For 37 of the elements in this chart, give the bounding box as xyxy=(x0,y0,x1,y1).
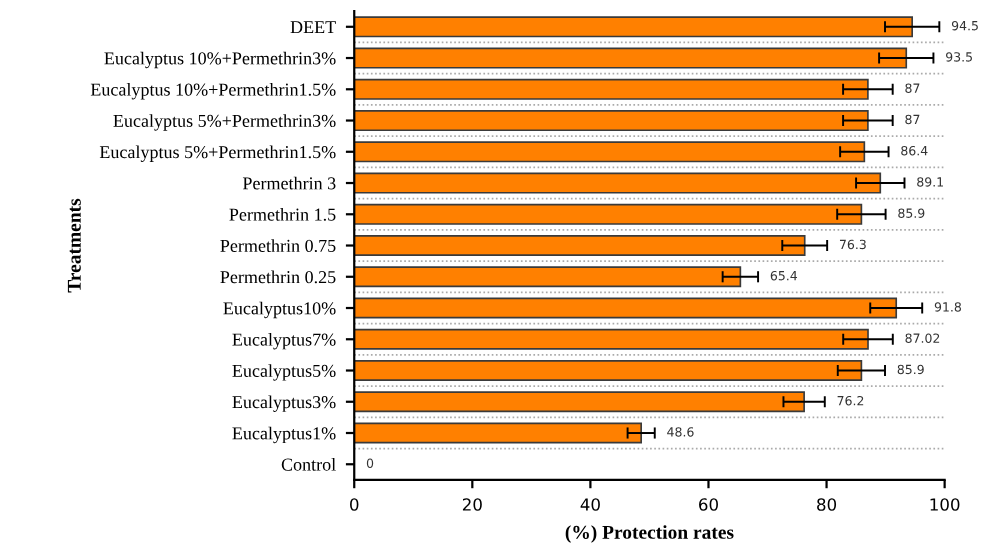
y-tick-label: Eucalyptus 10%+Permethrin3% xyxy=(104,51,336,69)
y-tick-label: Permethrin 0.75 xyxy=(220,239,336,253)
x-tick-label: 40 xyxy=(580,498,600,511)
bar xyxy=(354,266,742,288)
bar xyxy=(354,422,643,444)
bar xyxy=(354,297,898,319)
y-axis-title: Treatments xyxy=(67,198,81,293)
bar xyxy=(354,110,869,132)
x-tick-label: 60 xyxy=(699,498,718,511)
y-tick-label: Eucalyptus 5%+Permethrin3% xyxy=(113,114,336,131)
y-tick-label: Eucalyptus7% xyxy=(232,333,336,350)
x-axis-title: (%) Protection rates xyxy=(565,525,734,543)
bar xyxy=(354,359,863,382)
y-tick-label: Permethrin 0.25 xyxy=(220,270,336,284)
y-tick-label: Eucalyptus1% xyxy=(232,426,336,444)
y-tick-label: Permethrin 1.5 xyxy=(229,208,336,221)
y-tick-label: Eucalyptus 5%+Permethrin1.5% xyxy=(99,145,336,162)
y-tick-label: DEET xyxy=(290,21,336,34)
bar xyxy=(354,234,806,257)
y-tick-label: Eucalyptus3% xyxy=(232,395,336,412)
x-tick-label: 100 xyxy=(930,498,960,511)
x-tick-label: 80 xyxy=(817,498,837,511)
y-tick-label: Control xyxy=(281,457,336,471)
bar xyxy=(354,172,882,194)
y-tick-label: Eucalyptus10% xyxy=(223,301,336,319)
bar xyxy=(354,203,863,225)
x-tick-label: 20 xyxy=(462,498,482,511)
bar xyxy=(354,328,869,350)
y-tick-label: Eucalyptus 10%+Permethrin1.5% xyxy=(90,83,336,100)
x-tick-label: 0 xyxy=(350,498,359,511)
y-tick-label: Permethrin 3 xyxy=(242,176,336,190)
y-tick-label: Eucalyptus5% xyxy=(232,364,336,381)
bar xyxy=(354,78,869,100)
bar xyxy=(354,391,805,413)
bar xyxy=(354,47,908,69)
bar xyxy=(354,141,866,163)
bar xyxy=(354,16,914,38)
